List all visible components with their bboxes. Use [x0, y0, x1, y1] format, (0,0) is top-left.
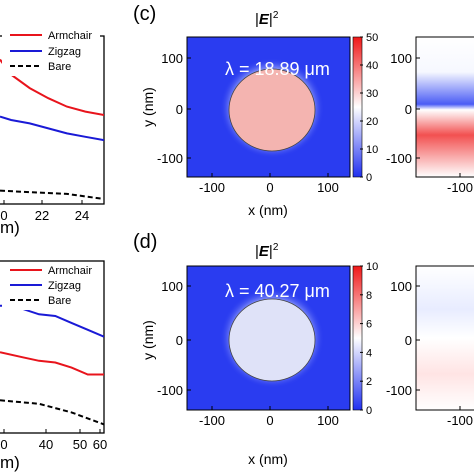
- y-tick-label: -100: [157, 151, 183, 166]
- line-chart-bottom: 0 40 50 60 Armchair Zigzag Bare m): [0, 260, 107, 472]
- panel-label-d: (d): [133, 231, 157, 253]
- map-title-exponent: 2: [273, 242, 279, 253]
- y-axis-label: y (nm): [140, 87, 156, 127]
- x-tick-label: 100: [317, 180, 339, 195]
- map-frame: [186, 36, 351, 178]
- x-tick-label: 22: [35, 208, 49, 223]
- series-line-armchair: [0, 351, 104, 376]
- y-tick-label: 100: [390, 51, 412, 66]
- colorbar: [352, 36, 363, 178]
- x-tick-label: 0: [0, 437, 7, 452]
- y-axis-label: y (nm): [140, 320, 156, 360]
- y-tick-label: 100: [161, 279, 183, 294]
- y-tick-label: 100: [161, 51, 183, 66]
- map-background: [415, 265, 474, 411]
- x-tick-label: -100: [447, 413, 473, 428]
- colorbar-tick-label: 2: [366, 376, 372, 388]
- legend-label-bare: Bare: [48, 295, 71, 307]
- colorbar-tick-label: 30: [366, 88, 378, 100]
- x-axis-label: m): [0, 218, 20, 237]
- x-tick-label: 0: [266, 180, 273, 195]
- colorbar-tick-label: 4: [366, 347, 372, 359]
- colorbar-tick-label: 20: [366, 116, 378, 128]
- series-line-zigzag: [0, 304, 104, 338]
- field-map-f: -100 100 0 -100: [386, 265, 474, 428]
- field-map-d: (d) |E|2 λ = 40.27 μm y (nm) x (nm) -100…: [133, 231, 378, 467]
- x-tick-label: 100: [317, 413, 339, 428]
- x-tick-label: -100: [199, 180, 225, 195]
- line-chart-top: 0 22 24 Armchair Zigzag Bare m): [0, 24, 105, 237]
- wavelength-annotation: λ = 40.27 μm: [225, 281, 330, 301]
- map-title-exponent: 2: [273, 10, 279, 21]
- x-axis-label: m): [0, 453, 20, 472]
- y-tick-label: -100: [157, 383, 183, 398]
- colorbar: [352, 265, 363, 411]
- legend-label-bare: Bare: [48, 61, 71, 73]
- colorbar-tick-label: 50: [366, 32, 378, 44]
- x-axis-label: x (nm): [248, 451, 288, 467]
- x-tick-label: 40: [39, 437, 53, 452]
- legend-label-armchair: Armchair: [48, 30, 92, 42]
- x-tick-label: -100: [199, 413, 225, 428]
- x-tick-label: 24: [75, 208, 89, 223]
- map-title-c: |E|2: [255, 10, 279, 28]
- y-tick-label: 0: [405, 102, 412, 117]
- field-map-c: (c) |E|2 λ = 18.89 μm y (nm) x (nm) -100…: [133, 3, 378, 218]
- map-background: [415, 36, 474, 178]
- series-line-bare: [0, 399, 104, 426]
- field-map-e: -100 100 0 -100: [386, 36, 474, 195]
- x-axis-label: x (nm): [248, 202, 288, 218]
- x-tick-label: 0: [0, 208, 7, 223]
- colorbar-tick-label: 0: [366, 405, 372, 417]
- y-tick-label: 0: [405, 333, 412, 348]
- colorbar-tick-label: 0: [366, 172, 372, 184]
- disk: [228, 68, 316, 152]
- colorbar-tick-label: 8: [366, 290, 372, 302]
- disk: [228, 298, 316, 382]
- colorbar-tick-label: 10: [366, 261, 378, 273]
- y-tick-label: -100: [386, 383, 412, 398]
- map-title-quantity: E: [259, 11, 270, 28]
- legend-label-zigzag: Zigzag: [48, 46, 81, 58]
- series-line-zigzag: [0, 115, 104, 142]
- x-tick-label: 60: [93, 437, 107, 452]
- map-title-d: |E|2: [255, 242, 279, 260]
- y-tick-label: -100: [386, 151, 412, 166]
- colorbar-tick-label: 6: [366, 319, 372, 331]
- y-tick-label: 100: [390, 279, 412, 294]
- map-title-quantity: E: [259, 243, 270, 260]
- x-tick-label: 50: [73, 437, 87, 452]
- map-frame: [186, 265, 351, 411]
- series-line-bare: [0, 189, 104, 200]
- y-tick-label: 0: [176, 333, 183, 348]
- legend-label-armchair: Armchair: [48, 265, 92, 277]
- x-tick-label: 0: [266, 413, 273, 428]
- x-tick-label: -100: [447, 180, 473, 195]
- wavelength-annotation: λ = 18.89 μm: [225, 59, 330, 79]
- plot-frame: [0, 260, 105, 434]
- panel-label-c: (c): [133, 3, 156, 25]
- y-tick-label: 0: [176, 102, 183, 117]
- colorbar-tick-label: 10: [366, 144, 378, 156]
- colorbar-tick-label: 40: [366, 60, 378, 72]
- legend-label-zigzag: Zigzag: [48, 280, 81, 292]
